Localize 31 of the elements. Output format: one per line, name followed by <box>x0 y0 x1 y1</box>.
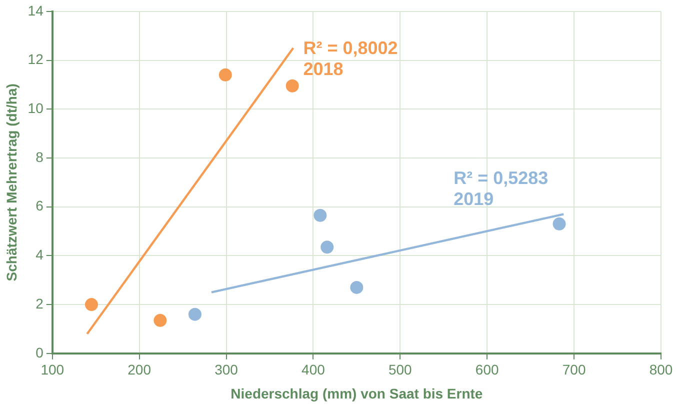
y-tick-label: 12 <box>28 51 44 68</box>
series-label: 2018 <box>303 59 344 80</box>
y-tick-label: 8 <box>36 148 44 165</box>
point <box>85 298 98 312</box>
x-tick-label: 800 <box>649 362 673 378</box>
y-tick-label: 4 <box>36 246 44 263</box>
y-tick-label: 14 <box>28 2 44 18</box>
annotation: R² = 0,8002 <box>303 38 398 58</box>
y-axis-title: Schätzwert Mehrertrag (dt/ha) <box>3 84 20 282</box>
x-tick-label: 600 <box>475 362 499 378</box>
x-axis-title: Niederschlag (mm) von Saat bis Ernte <box>230 385 483 402</box>
point <box>350 280 364 294</box>
annotation: R² = 0,5283 <box>454 168 548 188</box>
point <box>320 240 334 254</box>
y-tick-label: 0 <box>36 344 44 360</box>
x-tick-label: 100 <box>40 362 64 378</box>
series-label: 2019 <box>454 189 494 210</box>
x-tick-label: 400 <box>302 362 326 378</box>
point <box>218 68 232 82</box>
x-tick-label: 200 <box>128 362 152 378</box>
x-tick-label: 300 <box>214 362 238 378</box>
y-tick-label: 2 <box>36 295 44 312</box>
x-tick-label: 500 <box>388 362 412 378</box>
point <box>314 208 327 222</box>
y-tick-label: 10 <box>28 100 44 116</box>
point <box>286 79 299 92</box>
point <box>154 314 167 327</box>
point <box>552 217 566 230</box>
y-tick-label: 6 <box>36 198 44 214</box>
x-tick-label: 700 <box>562 362 586 378</box>
point <box>188 308 202 321</box>
